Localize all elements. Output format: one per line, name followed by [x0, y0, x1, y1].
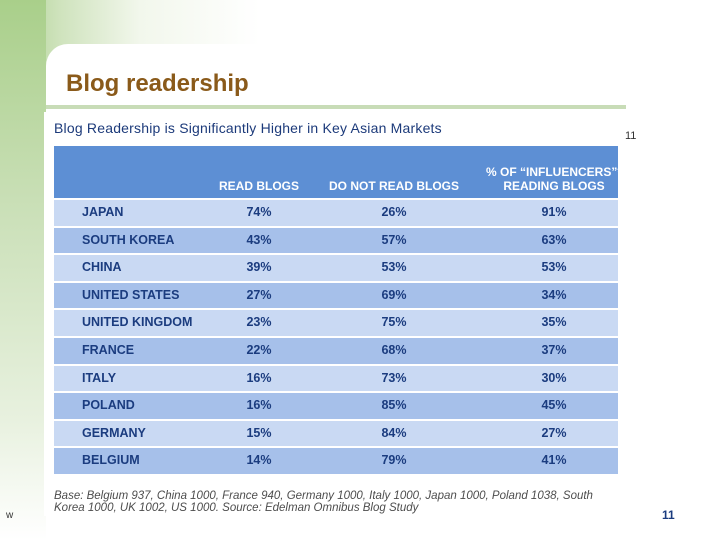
table-row: CHINA 39% 53% 53%: [54, 253, 618, 281]
country-cell: FRANCE: [82, 342, 135, 357]
slide-title: Blog readership: [66, 70, 249, 97]
page-number: 11: [662, 508, 675, 522]
table-header: READ BLOGS DO NOT READ BLOGS % OF “INFLU…: [54, 146, 622, 198]
read-cell: 74%: [246, 205, 272, 219]
influencers-cell: 41%: [541, 453, 567, 468]
not-read-cell: 53%: [381, 260, 407, 275]
read-cell: 15%: [246, 425, 272, 440]
read-cell: 16%: [246, 398, 272, 413]
read-cell: 43%: [246, 232, 272, 247]
read-cell: 14%: [246, 453, 272, 468]
table-row: BELGIUM 14% 79% 41%: [54, 446, 618, 474]
not-read-cell: 73%: [381, 370, 407, 385]
influencers-cell: 30%: [541, 370, 567, 385]
influencers-cell: 34%: [541, 287, 567, 302]
not-read-cell: 68%: [381, 342, 407, 357]
side-gradient-decoration: [0, 0, 46, 540]
table-row: GERMANY 15% 84% 27%: [54, 418, 618, 447]
read-cell: 22%: [246, 342, 272, 357]
not-read-cell: 79%: [381, 453, 407, 468]
country-cell: SOUTH KOREA: [82, 232, 175, 247]
table-row: FRANCE 22% 68% 37%: [54, 335, 618, 364]
table-row: JAPAN 74% 26% 91%: [54, 198, 618, 226]
not-read-cell: 69%: [381, 287, 407, 302]
read-cell: 23%: [246, 315, 272, 330]
readership-table: READ BLOGS DO NOT READ BLOGS % OF “INFLU…: [54, 146, 622, 474]
figure-heading: Blog Readership is Significantly Higher …: [54, 120, 442, 136]
influencers-cell: 53%: [541, 260, 567, 275]
column-header-not-read: DO NOT READ BLOGS: [328, 179, 459, 193]
left-corner-mark: w: [6, 510, 14, 521]
influencers-cell: 91%: [541, 205, 567, 219]
not-read-cell: 26%: [381, 205, 407, 219]
table-row: ITALY 16% 73% 30%: [54, 363, 618, 392]
not-read-cell: 85%: [381, 398, 407, 413]
figure-footnote: Base: Belgium 937, China 1000, France 94…: [54, 490, 593, 514]
influencers-cell: 27%: [541, 425, 567, 440]
not-read-cell: 75%: [381, 315, 407, 330]
table-row: SOUTH KOREA 43% 57% 63%: [54, 225, 618, 254]
country-cell: CHINA: [82, 260, 122, 275]
country-cell: ITALY: [82, 370, 117, 385]
side-slide-number: 11: [625, 130, 637, 142]
table-row: UNITED KINGDOM 23% 75% 35%: [54, 308, 618, 336]
country-cell: GERMANY: [82, 425, 146, 440]
column-header-read: READ BLOGS: [218, 179, 299, 193]
table-row: UNITED STATES 27% 69% 34%: [54, 280, 618, 309]
influencers-cell: 63%: [541, 232, 567, 247]
not-read-cell: 57%: [381, 232, 407, 247]
read-cell: 27%: [246, 287, 272, 302]
read-cell: 39%: [246, 260, 272, 275]
country-cell: JAPAN: [82, 205, 124, 219]
column-header-influencers: % OF “INFLUENCERS”* READING BLOGS: [485, 165, 622, 193]
country-cell: UNITED STATES: [82, 287, 180, 302]
title-divider: [46, 105, 626, 109]
country-cell: POLAND: [82, 398, 135, 413]
table-row: POLAND 16% 85% 45%: [54, 391, 618, 419]
country-cell: UNITED KINGDOM: [82, 315, 193, 330]
country-cell: BELGIUM: [82, 453, 140, 468]
blog-readership-figure: Blog Readership is Significantly Higher …: [44, 112, 626, 516]
read-cell: 16%: [246, 370, 272, 385]
influencers-cell: 45%: [541, 398, 567, 413]
influencers-cell: 37%: [541, 342, 567, 357]
influencers-cell: 35%: [541, 315, 567, 330]
not-read-cell: 84%: [381, 425, 407, 440]
